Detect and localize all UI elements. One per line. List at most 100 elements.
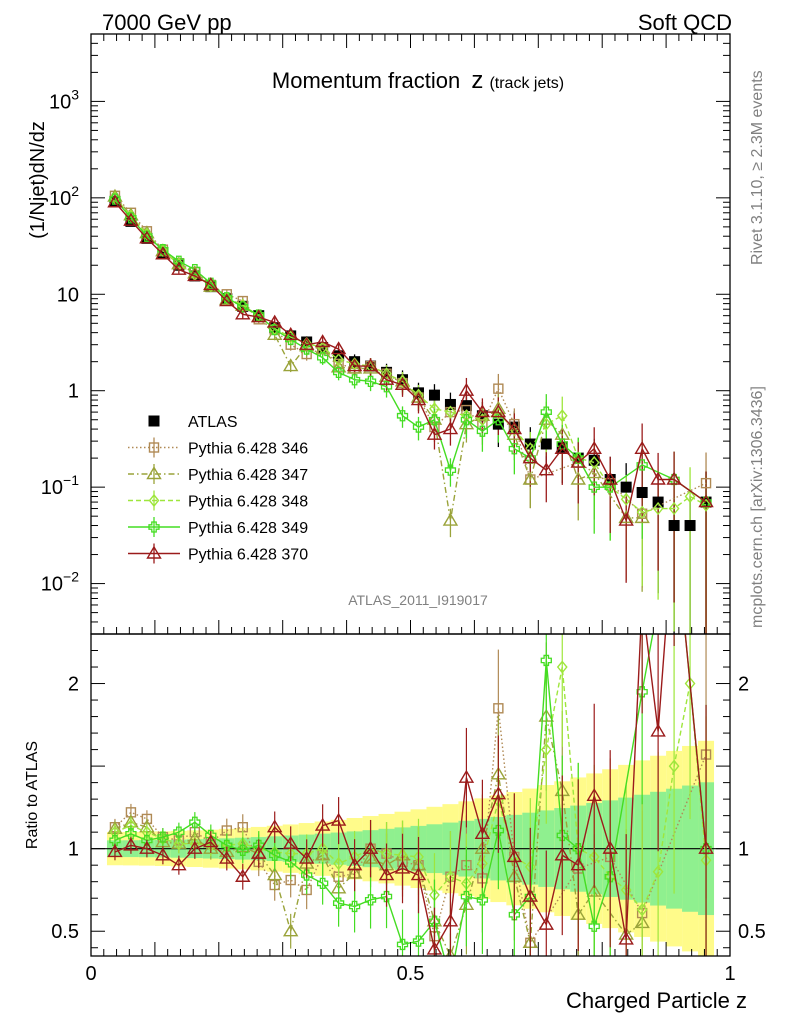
x-axis-title: Charged Particle z xyxy=(566,988,747,1013)
series-3-point xyxy=(524,442,536,456)
series-5-ratio-point xyxy=(330,812,347,826)
series-4-point xyxy=(316,352,329,364)
legend-label: Pythia 6.428 349 xyxy=(188,520,308,537)
series-4-point xyxy=(636,459,648,471)
series-5-ratio-point xyxy=(538,916,555,930)
series-0-point xyxy=(333,350,345,362)
series-4-point xyxy=(412,421,425,433)
series-5-point xyxy=(394,376,411,391)
series-4-ratio-point xyxy=(428,915,441,927)
series-5-point xyxy=(602,471,618,485)
series-5-ratio-point xyxy=(266,819,283,833)
series-2-point xyxy=(458,416,475,430)
series-1-point xyxy=(700,477,712,489)
series-3-ratio-point xyxy=(556,660,568,674)
series-3-point xyxy=(109,191,121,205)
series-0-point xyxy=(588,454,600,466)
series-5-point xyxy=(618,512,634,526)
series-4-ratio-point xyxy=(492,824,505,837)
series-0-point xyxy=(620,481,632,493)
series-4-point xyxy=(332,366,345,379)
series-3-ratio-point xyxy=(636,903,648,917)
series-3-point xyxy=(684,489,696,504)
series-5-point xyxy=(442,421,459,435)
series-4-ratio-point xyxy=(412,935,425,947)
series-1-point xyxy=(333,358,344,370)
series-0-point xyxy=(636,486,648,498)
series-4-point xyxy=(492,414,505,426)
legend-marker xyxy=(146,466,162,480)
series-5-ratio-point xyxy=(426,941,443,955)
y-axis-title: (1/Njet)dN/dz xyxy=(27,121,49,239)
legend-marker xyxy=(148,442,160,453)
x-tick-label: 0 xyxy=(85,963,96,985)
series-0-point xyxy=(684,520,696,532)
legend-marker xyxy=(148,521,160,533)
legend-label: ATLAS xyxy=(188,414,238,431)
series-5-point xyxy=(362,358,379,372)
ratio-tick-label: 1 xyxy=(68,839,79,861)
series-5-point xyxy=(219,293,235,307)
series-2-point xyxy=(346,360,363,374)
series-5-ratio-point xyxy=(203,834,219,848)
series-5-ratio-point xyxy=(618,931,634,945)
series-5-ratio-point xyxy=(171,857,187,871)
series-5-point xyxy=(698,494,714,508)
series-4-ratio-point xyxy=(189,816,201,828)
y-tick-label: 10−1 xyxy=(41,472,79,499)
series-0-point xyxy=(157,247,169,259)
series-5-ratio-point xyxy=(636,594,649,605)
series-4-point xyxy=(189,264,201,276)
legend-marker xyxy=(146,545,162,559)
y-tick-label: 102 xyxy=(49,183,79,210)
series-1-point xyxy=(493,383,504,394)
series-5-point xyxy=(235,306,251,320)
series-5-ratio-point xyxy=(474,825,491,840)
series-4-ratio-point xyxy=(540,654,552,667)
series-4-ratio-point xyxy=(173,826,185,838)
series-5-ratio-point xyxy=(219,850,235,864)
series-5-ratio-point xyxy=(506,849,523,863)
series-5-point xyxy=(554,440,570,454)
series-3-point xyxy=(652,501,664,516)
series-3-ratio-point xyxy=(333,856,345,871)
series-5-point xyxy=(378,371,395,385)
series-4-ratio-point xyxy=(396,938,409,951)
series-3-point xyxy=(700,498,712,512)
series-4-ratio-point xyxy=(157,831,169,843)
legend-label: Pythia 6.428 348 xyxy=(188,494,308,511)
series-5-ratio-point xyxy=(107,844,123,858)
series-3-point xyxy=(620,492,632,506)
series-5-ratio-point xyxy=(650,723,666,737)
series-5-ratio-point xyxy=(362,840,379,854)
ratio-tick-label-right: 1 xyxy=(738,839,749,861)
series-5-ratio-point xyxy=(586,787,602,802)
mcplots-label: mcplots.cern.ch [arXiv:1306.3436] xyxy=(749,386,766,628)
series-4-ratio-point xyxy=(476,894,489,906)
series-5-point xyxy=(426,426,443,440)
series-5-point xyxy=(586,440,602,454)
series-3-ratio-point xyxy=(668,759,680,773)
series-0-point xyxy=(301,336,313,348)
series-4-line xyxy=(114,198,707,503)
series-5-ratio-point xyxy=(602,840,618,854)
series-4-ratio-point xyxy=(364,894,377,906)
series-5-point xyxy=(107,194,123,208)
series-5-point xyxy=(187,268,203,282)
series-2-point xyxy=(586,465,602,479)
series-3-line xyxy=(114,197,707,513)
header-left-label: 7000 GeV pp xyxy=(102,10,232,35)
series-5-ratio-point xyxy=(570,857,586,871)
series-4-ratio-point xyxy=(109,834,121,847)
series-5-point xyxy=(282,326,299,340)
legend-marker xyxy=(148,493,160,508)
series-3-point xyxy=(588,455,600,470)
series-0-point xyxy=(556,441,568,453)
series-5-ratio-point xyxy=(187,840,203,854)
x-tick-label: 0.5 xyxy=(397,963,425,985)
series-4-point xyxy=(364,375,377,388)
ratio-tick-label-right: 0.5 xyxy=(738,921,766,943)
series-4-ratio-point xyxy=(380,890,393,903)
y-tick-label: 10−2 xyxy=(41,569,79,596)
series-4-point xyxy=(476,425,489,437)
